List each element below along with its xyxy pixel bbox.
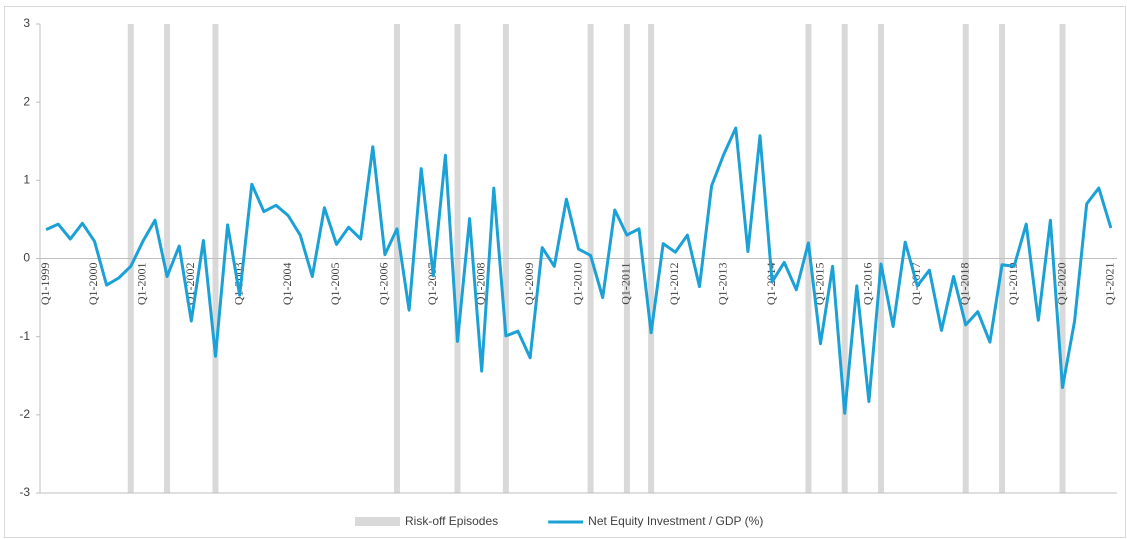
x-tick-label: Q1-2012 [667, 263, 681, 306]
y-tick-label: 3 [23, 16, 30, 30]
chart-frame [4, 6, 1126, 538]
x-tick-label: Q1-1999 [38, 263, 52, 306]
x-tick-label: Q1-2021 [1103, 263, 1117, 306]
y-tick-label: -1 [19, 329, 30, 343]
x-tick-label: Q1-2004 [280, 263, 294, 306]
x-tick-label: Q1-2010 [570, 263, 584, 306]
legend-label: Risk-off Episodes [405, 514, 498, 528]
x-tick-label: Q1-2014 [764, 263, 778, 306]
y-tick-label: -2 [19, 407, 30, 421]
x-tick-label: Q1-2020 [1054, 263, 1068, 306]
y-tick-label: 1 [23, 173, 30, 187]
x-tick-label: Q1-2006 [377, 263, 391, 306]
data-line [45, 126, 1113, 415]
x-tick-label: Q1-2019 [1006, 262, 1020, 305]
x-tick-label: Q1-2013 [715, 263, 729, 306]
y-tick-label: 2 [23, 94, 30, 108]
x-tick-label: Q1-2005 [328, 263, 342, 306]
y-tick-label: 0 [23, 251, 30, 265]
x-tick-label: Q1-2009 [522, 263, 536, 306]
x-tick-label: Q1-2011 [619, 263, 633, 305]
x-tick-label: Q1-2000 [86, 263, 100, 306]
x-tick-label: Q1-2007 [425, 263, 439, 306]
legend-swatch [355, 517, 400, 526]
x-tick-label: Q1-2001 [135, 263, 149, 306]
x-tick-label: Q1-2016 [861, 263, 875, 306]
x-tick-label: Q1-2018 [957, 263, 971, 306]
y-tick-label: -3 [19, 485, 30, 499]
legend-label: Net Equity Investment / GDP (%) [588, 514, 763, 528]
